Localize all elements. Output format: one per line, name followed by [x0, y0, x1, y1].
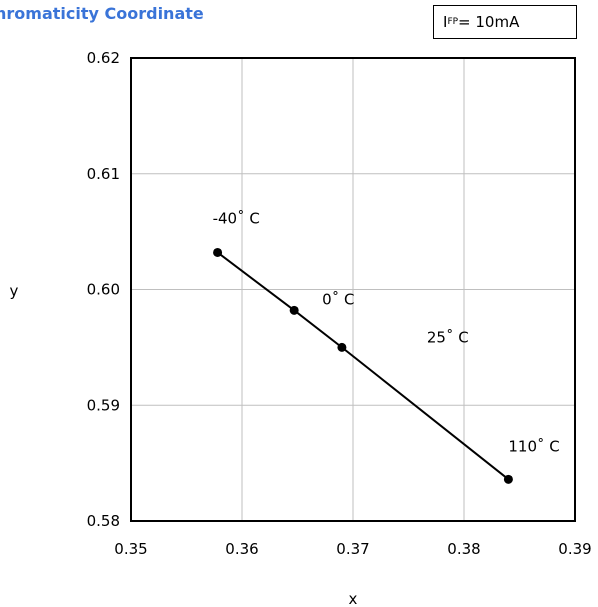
condition-subscript: FP — [447, 17, 459, 27]
x-tick-label: 0.35 — [114, 540, 147, 558]
data-point — [503, 474, 513, 484]
plot-frame — [130, 57, 576, 522]
data-point — [337, 342, 347, 352]
y-axis-label: y — [10, 282, 19, 300]
x-tick-label: 0.37 — [336, 540, 369, 558]
data-point-label: 0˚ C — [322, 290, 354, 308]
y-tick-label: 0.58 — [87, 512, 120, 530]
y-tick-label: 0.62 — [87, 49, 120, 67]
data-point — [289, 305, 299, 315]
test-condition-box: I FP = 10mA — [433, 5, 577, 39]
data-point — [213, 247, 223, 257]
condition-symbol: I — [443, 13, 448, 31]
condition-value: = 10mA — [458, 13, 520, 31]
x-axis-label: x — [349, 590, 358, 607]
series-line — [216, 251, 510, 481]
y-tick-label: 0.61 — [87, 165, 120, 183]
x-tick-label: 0.36 — [225, 540, 258, 558]
data-point-label: 25˚ C — [427, 328, 469, 346]
data-point-label: -40˚ C — [213, 209, 260, 227]
tick-labels: 0.35 0.36 0.37 0.38 0.39 0.58 0.59 0.60 0.61 0.62 — [87, 49, 592, 558]
y-tick-label: 0.59 — [87, 396, 120, 414]
x-tick-label: 0.39 — [558, 540, 591, 558]
x-tick-label: 0.38 — [447, 540, 480, 558]
y-tick-label: 0.60 — [87, 281, 120, 299]
chart-title: hromaticity Coordinate — [0, 4, 204, 23]
data-point-label: 110˚ C — [508, 437, 559, 455]
data-series: -40˚ C 0˚ C 25˚ C 110˚ C — [213, 209, 560, 484]
